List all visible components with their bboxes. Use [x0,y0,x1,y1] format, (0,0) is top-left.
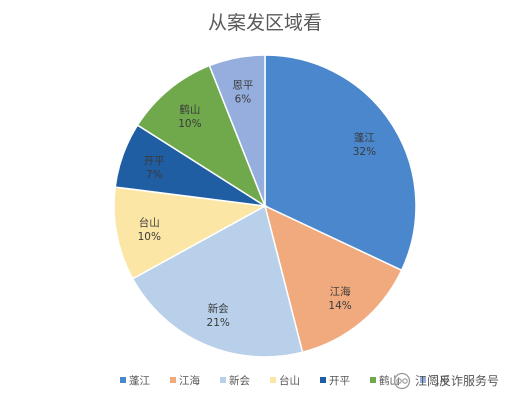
pie-slices [113,54,417,358]
slice-label-category: 恩平 [232,79,253,91]
watermark-text: 江门反诈服务号 [415,373,499,388]
pie-slice-7 [208,54,266,207]
watermark: 江门反诈服务号 [393,372,499,390]
legend-swatch [420,377,426,383]
slice-label-category: 江海 [330,285,351,298]
slice-label-category: 蓬江 [354,132,375,144]
slice-label-value: 7% [146,169,163,181]
wechat-channel-icon [393,372,411,390]
legend-swatch [370,377,376,383]
pie-slice-4 [113,186,268,280]
legend-swatch [320,377,326,383]
pie-slice-6 [136,64,267,208]
legend-entry: 新会 [229,374,250,387]
slice-label-value: 10% [178,118,201,130]
legend-entry: 台山 [279,374,300,387]
slice-label-value: 32% [353,146,376,158]
legend-swatch [220,377,226,383]
legend-swatch [170,377,176,383]
legend-entry: 恩平 [429,375,450,387]
pie-slice-1 [264,54,417,272]
legend-entry: 江海 [179,374,200,387]
slice-label-category: 台山 [139,216,160,229]
slice-label-category: 新会 [208,302,229,315]
legend-swatch [120,377,126,383]
slice-label-value: 14% [328,300,351,312]
slice-label-category: 鹤山 [179,103,200,116]
slice-label-value: 10% [138,231,161,243]
legend-entry: 蓬江 [129,375,150,387]
legend-entry: 开平 [329,375,350,387]
chart-title: 从案发区域看 [208,12,322,34]
pie-slice-2 [263,204,403,354]
pie-labels: 蓬江 32% 江海 14% 新会 21% 台山 10% 开平 7% 鹤山 10% 恩平 6% [138,79,376,329]
legend: 蓬江 江海 新会 台山 开平 鹤山 恩平 [120,374,450,387]
slice-label-value: 6% [235,93,252,105]
legend-swatch [270,377,276,383]
slice-label-category: 开平 [144,155,165,167]
slice-label-value: 21% [207,317,230,329]
pie-slice-3 [131,204,304,358]
